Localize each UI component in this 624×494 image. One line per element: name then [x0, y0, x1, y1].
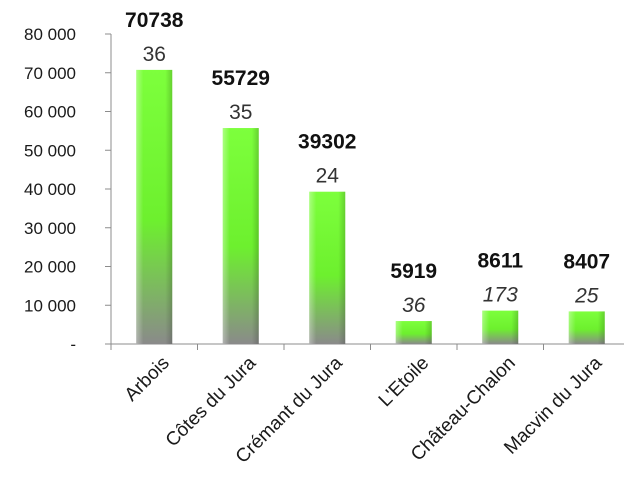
bar-bevel-shade [424, 321, 432, 344]
bar-bevel-shade [165, 69, 173, 344]
y-tick-label: 70 000 [24, 64, 76, 83]
value-label: 5919 [390, 260, 437, 283]
y-tick-label: 40 000 [24, 180, 76, 199]
bar-bevel-highlight [136, 69, 144, 344]
secondary-label: 24 [316, 165, 340, 188]
secondary-label: 35 [229, 101, 252, 124]
value-label: 8407 [563, 250, 610, 273]
value-label: 8611 [477, 250, 523, 273]
y-tick-label: 50 000 [24, 141, 76, 160]
bar-bevel-shade [251, 128, 259, 344]
bar-series [136, 69, 605, 344]
bar-bevel-highlight [309, 191, 317, 344]
y-tick-label: - [70, 335, 76, 354]
bar-bevel-highlight [482, 310, 490, 344]
x-category-label: Côtes du Jura [162, 352, 261, 451]
value-label: 55729 [212, 67, 270, 90]
secondary-label: 36 [402, 294, 426, 317]
y-tick-label: 10 000 [24, 296, 76, 315]
value-label: 70738 [125, 9, 184, 32]
value-label: 39302 [298, 131, 356, 154]
y-tick-label: 80 000 [24, 25, 76, 44]
secondary-label: 173 [483, 284, 518, 307]
secondary-label: 36 [143, 43, 166, 66]
bar-bevel-highlight [222, 128, 230, 344]
x-category-label: L'Etoile [375, 353, 434, 412]
y-axis: - 10 000 20 000 30 000 40 000 50 000 60 000 70 … [24, 25, 112, 354]
bar-bevel-highlight [568, 311, 576, 344]
bar-bevel-shade [597, 311, 605, 344]
y-tick-label: 30 000 [24, 219, 76, 238]
bar-bevel-shade [511, 310, 519, 344]
x-category-label: Arbois [121, 353, 174, 406]
bar [395, 321, 432, 344]
secondary-label: 25 [574, 284, 599, 307]
data-labels: 70738 36 55729 35 39302 24 5919 36 8611 173 8407 25 [125, 9, 610, 317]
bar-bevel-shade [338, 191, 346, 344]
y-tick-label: 60 000 [24, 103, 76, 122]
bar-bevel-highlight [395, 321, 403, 344]
y-tick-label: 20 000 [24, 258, 76, 277]
